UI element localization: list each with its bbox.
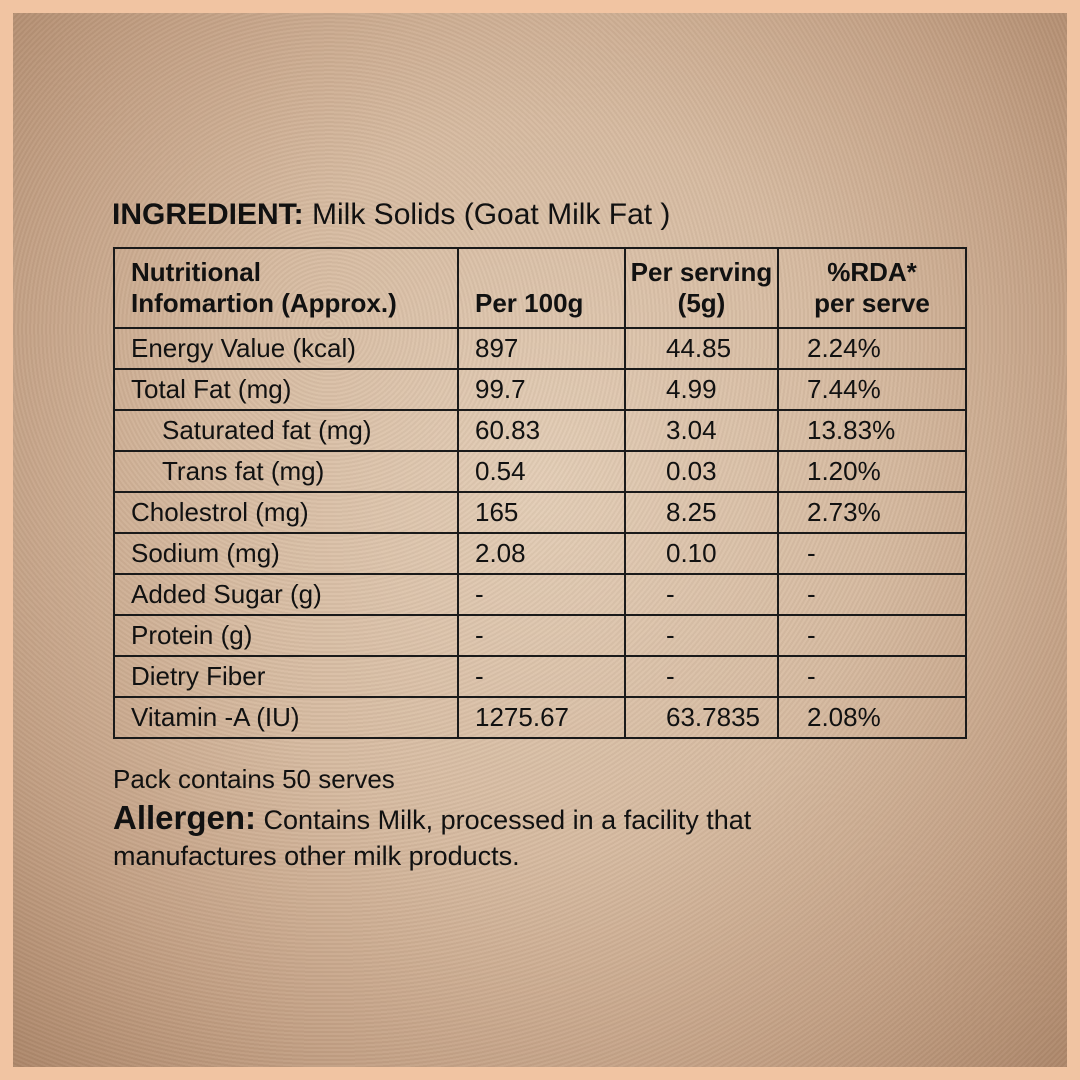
table-row: Energy Value (kcal) 897 44.85 2.24% (113, 327, 967, 370)
table-header-row: Nutritional Infomartion (Approx.) Per 10… (113, 247, 967, 329)
nutrient-name: Vitamin -A (IU) (113, 696, 459, 739)
table-row: Cholestrol (mg) 165 8.25 2.73% (113, 491, 967, 534)
table-row: Added Sugar (g) - - - (113, 573, 967, 616)
table-row: Trans fat (mg) 0.54 0.03 1.20% (113, 450, 967, 493)
table-row: Sodium (mg) 2.08 0.10- (113, 532, 967, 575)
nutrient-name: Dietry Fiber (113, 655, 459, 698)
per-100g-value: 165 (457, 491, 626, 534)
per-100g-value: 1275.67 (457, 696, 626, 739)
per-100g-value: - (457, 573, 626, 616)
per-100g-value: 2.08 (457, 532, 626, 575)
per-serving-value: 4.99 (624, 368, 779, 411)
nutrient-name: Energy Value (kcal) (113, 327, 459, 370)
servings-footnote: Pack contains 50 serves (113, 764, 395, 794)
per-serving-value: 63.7835 (624, 696, 779, 739)
nutrient-name: Trans fat (mg) (113, 450, 459, 493)
per-serving-value: 44.85 (624, 327, 779, 370)
nutrient-name: Saturated fat (mg) (113, 409, 459, 452)
table-row: Dietry Fiber - - - (113, 655, 967, 698)
header-per-serving: Per serving (5g) (624, 247, 779, 329)
rda-value: 7.44% (777, 368, 967, 411)
allergen-label: Allergen: (113, 799, 257, 836)
allergen-statement: Allergen: Contains Milk, processed in a … (113, 800, 873, 874)
table-row: Saturated fat (mg) 60.83 3.04 13.83% (113, 409, 967, 452)
per-serving-value: 8.25 (624, 491, 779, 534)
rda-value: - (777, 614, 967, 657)
per-100g-value: - (457, 655, 626, 698)
per-serving-value: 3.04 (624, 409, 779, 452)
allergen-text: Contains Milk, processed in a facility t… (113, 805, 752, 871)
rda-value: - (777, 532, 967, 575)
per-100g-value: 99.7 (457, 368, 626, 411)
ingredient-line: INGREDIENT: Milk Solids (Goat Milk Fat ) (112, 198, 670, 232)
table-row: Total Fat (mg) 99.7 4.99 7.44% (113, 368, 967, 411)
per-100g-value: 897 (457, 327, 626, 370)
rda-value: 2.73% (777, 491, 967, 534)
per-serving-value: - (624, 573, 779, 616)
nutrient-name: Total Fat (mg) (113, 368, 459, 411)
rda-value: - (777, 573, 967, 616)
per-100g-value: - (457, 614, 626, 657)
nutrition-table: Nutritional Infomartion (Approx.) Per 10… (113, 247, 967, 739)
nutrient-name: Added Sugar (g) (113, 573, 459, 616)
rda-value: 13.83% (777, 409, 967, 452)
table-row: Vitamin -A (IU) 1275.67 63.7835 2.08% (113, 696, 967, 739)
header-per-100g: Per 100g (457, 247, 626, 329)
header-rda: %RDA* per serve (777, 247, 967, 329)
table-row: Protein (g) - - - (113, 614, 967, 657)
per-serving-value: - (624, 614, 779, 657)
ingredient-value: Milk Solids (Goat Milk Fat ) (303, 198, 671, 231)
nutrient-name: Sodium (mg) (113, 532, 459, 575)
rda-value: 2.24% (777, 327, 967, 370)
per-100g-value: 0.54 (457, 450, 626, 493)
per-serving-value: 0.10 (624, 532, 779, 575)
per-100g-value: 60.83 (457, 409, 626, 452)
rda-value: 2.08% (777, 696, 967, 739)
per-serving-value: - (624, 655, 779, 698)
rda-value: - (777, 655, 967, 698)
nutrient-name: Cholestrol (mg) (113, 491, 459, 534)
nutrient-name: Protein (g) (113, 614, 459, 657)
rda-value: 1.20% (777, 450, 967, 493)
ingredient-label: INGREDIENT: (112, 198, 304, 231)
header-nutrient: Nutritional Infomartion (Approx.) (113, 247, 459, 329)
per-serving-value: 0.03 (624, 450, 779, 493)
